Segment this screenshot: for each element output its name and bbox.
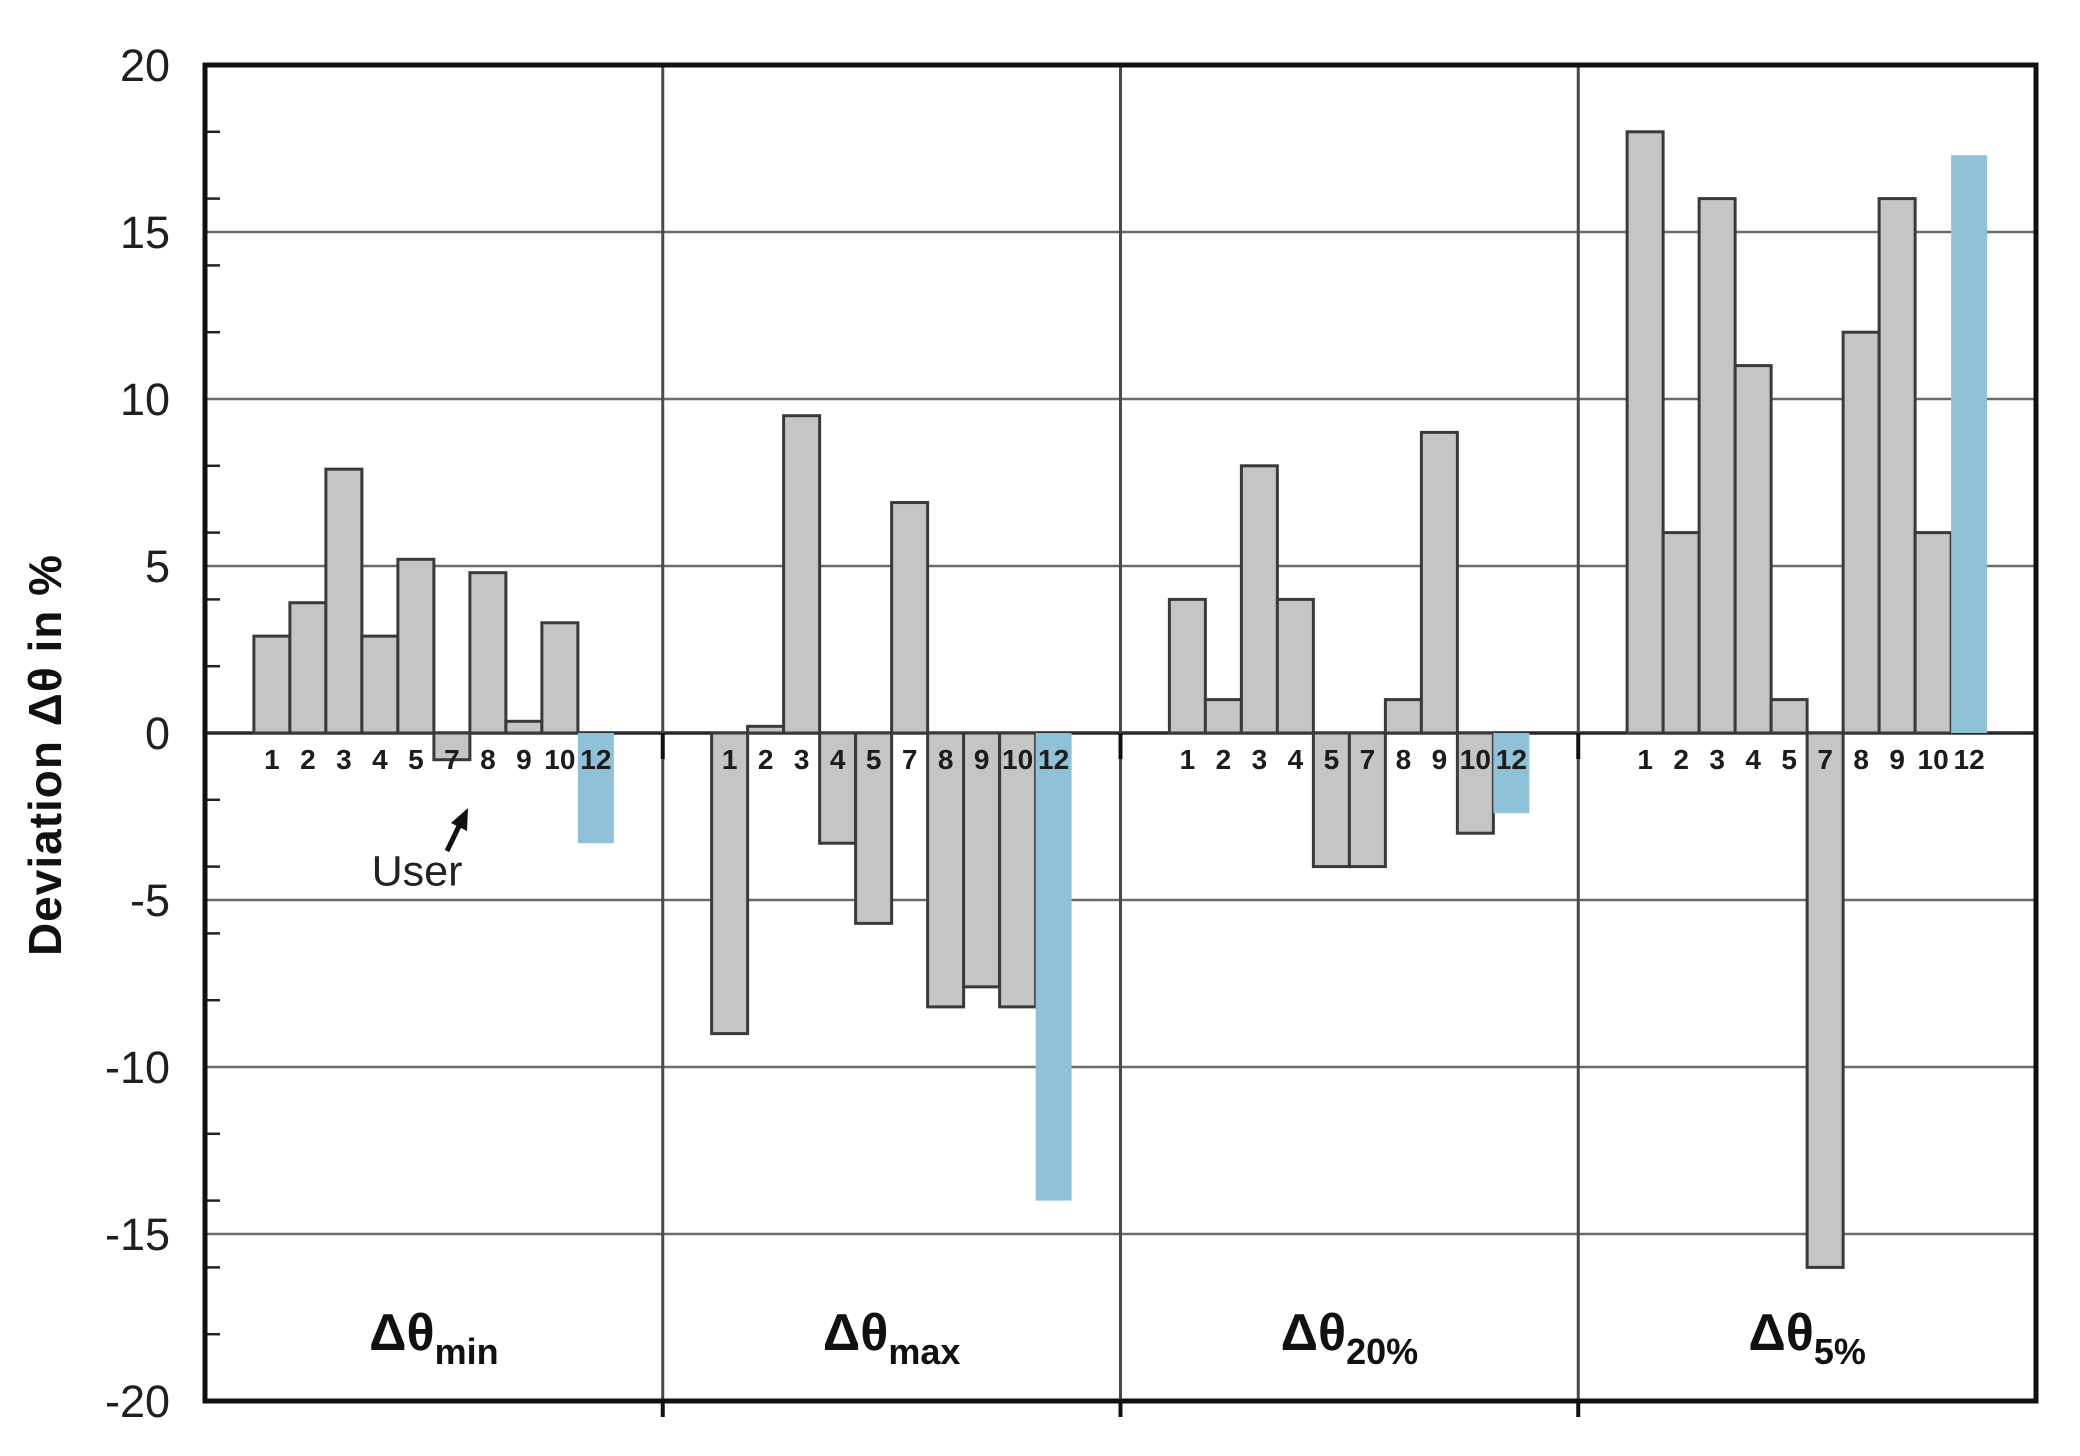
- bar-5%-5: [1769, 698, 1809, 735]
- x-tick-label: 3: [1252, 744, 1268, 775]
- x-tick-label: 4: [372, 744, 388, 775]
- x-tick-label: 2: [1673, 744, 1689, 775]
- x-tick-label: 3: [794, 744, 810, 775]
- bar-min-5: [396, 557, 436, 735]
- x-tick-label: 9: [1889, 744, 1905, 775]
- bar-5%-12: [1951, 155, 1988, 733]
- x-tick-label: 4: [1745, 744, 1761, 775]
- x-tick-label: 2: [300, 744, 316, 775]
- x-tick-label: 5: [408, 744, 424, 775]
- bar-5%-4: [1733, 364, 1773, 735]
- x-tick-label: 12: [580, 744, 611, 775]
- y-tick-label: 5: [145, 541, 170, 592]
- bar-5%-2: [1661, 531, 1701, 735]
- bar-20%-9: [1419, 430, 1459, 735]
- bar-20%-1: [1167, 597, 1207, 735]
- bar-max-3: [782, 414, 822, 735]
- bar-20%-10: [1455, 731, 1495, 835]
- group-label-max: Δθmax: [823, 1304, 961, 1372]
- x-tick-label: 7: [902, 744, 918, 775]
- bar-20%-5: [1311, 731, 1351, 869]
- bar-5%-10: [1913, 531, 1953, 735]
- group-label-min: Δθmin: [369, 1304, 499, 1372]
- bar-max-5: [854, 731, 894, 925]
- x-tick-label: 1: [264, 744, 280, 775]
- bar-min-12: [577, 733, 614, 844]
- x-tick-label: 5: [1324, 744, 1340, 775]
- x-tick-label: 5: [1781, 744, 1797, 775]
- bar-min-4: [360, 634, 400, 735]
- bar-5%-8: [1841, 330, 1881, 735]
- x-tick-label: 5: [866, 744, 882, 775]
- x-tick-label: 10: [1002, 744, 1033, 775]
- x-tick-label: 9: [1432, 744, 1448, 775]
- x-tick-label: 9: [974, 744, 990, 775]
- bar-5%-3: [1697, 197, 1737, 735]
- bar-20%-3: [1239, 464, 1279, 735]
- x-tick-label: 7: [444, 744, 460, 775]
- y-tick-label: -15: [105, 1209, 170, 1260]
- y-tick-label: 10: [120, 374, 170, 425]
- bar-min-7: [432, 731, 472, 762]
- y-tick-label: -10: [105, 1042, 170, 1093]
- bar-20%-8: [1383, 698, 1423, 735]
- group-label-5%: Δθ5%: [1748, 1304, 1866, 1372]
- bar-20%-2: [1203, 698, 1243, 735]
- x-tick-label: 8: [938, 744, 954, 775]
- x-tick-label: 3: [1709, 744, 1725, 775]
- y-axis-title: Deviation Δθ in %: [19, 553, 71, 957]
- x-tick-label: 4: [1288, 744, 1304, 775]
- user-annotation-label: User: [371, 847, 463, 896]
- bar-max-12: [1035, 733, 1072, 1201]
- x-tick-label: 2: [1216, 744, 1232, 775]
- bar-max-1: [710, 731, 750, 1036]
- y-tick-label: 15: [120, 207, 170, 258]
- x-tick-label: 10: [544, 744, 575, 775]
- x-tick-label: 4: [830, 744, 846, 775]
- x-tick-label: 7: [1360, 744, 1376, 775]
- bar-min-10: [540, 621, 580, 735]
- bar-min-2: [288, 601, 328, 735]
- x-tick-label: 10: [1918, 744, 1949, 775]
- x-tick-label: 8: [1396, 744, 1412, 775]
- bar-min-8: [468, 571, 508, 735]
- x-tick-label: 3: [336, 744, 352, 775]
- x-tick-label: 2: [758, 744, 774, 775]
- x-tick-label: 10: [1460, 744, 1491, 775]
- bar-20%-12: [1493, 733, 1530, 814]
- bar-5%-9: [1877, 197, 1917, 735]
- bar-20%-7: [1347, 731, 1387, 869]
- bar-max-7: [890, 501, 930, 735]
- bar-max-8: [926, 731, 966, 1009]
- x-tick-label: 1: [722, 744, 738, 775]
- x-tick-label: 12: [1038, 744, 1069, 775]
- bar-max-2: [746, 724, 786, 735]
- x-tick-label: 12: [1496, 744, 1527, 775]
- bar-min-9: [504, 719, 544, 735]
- bar-20%-4: [1275, 597, 1315, 735]
- x-tick-label: 1: [1180, 744, 1196, 775]
- y-tick-label: -20: [105, 1376, 170, 1427]
- y-tick-label: -5: [130, 875, 170, 926]
- x-tick-label: 9: [516, 744, 532, 775]
- bar-5%-7: [1805, 731, 1845, 1269]
- x-tick-label: 1: [1637, 744, 1653, 775]
- y-tick-label: 0: [145, 708, 170, 759]
- bar-5%-1: [1625, 130, 1665, 735]
- user-annotation-arrowhead: [451, 808, 468, 831]
- bar-max-9: [962, 731, 1002, 989]
- bar-min-1: [252, 634, 292, 735]
- x-tick-label: 8: [480, 744, 496, 775]
- bar-max-4: [818, 731, 858, 845]
- plot-border: [202, 62, 2039, 1404]
- y-tick-label: 20: [120, 40, 170, 91]
- x-tick-label: 7: [1817, 744, 1833, 775]
- x-tick-label: 8: [1853, 744, 1869, 775]
- group-label-20%: Δθ20%: [1281, 1304, 1419, 1372]
- bar-min-3: [324, 467, 364, 735]
- x-tick-label: 12: [1954, 744, 1985, 775]
